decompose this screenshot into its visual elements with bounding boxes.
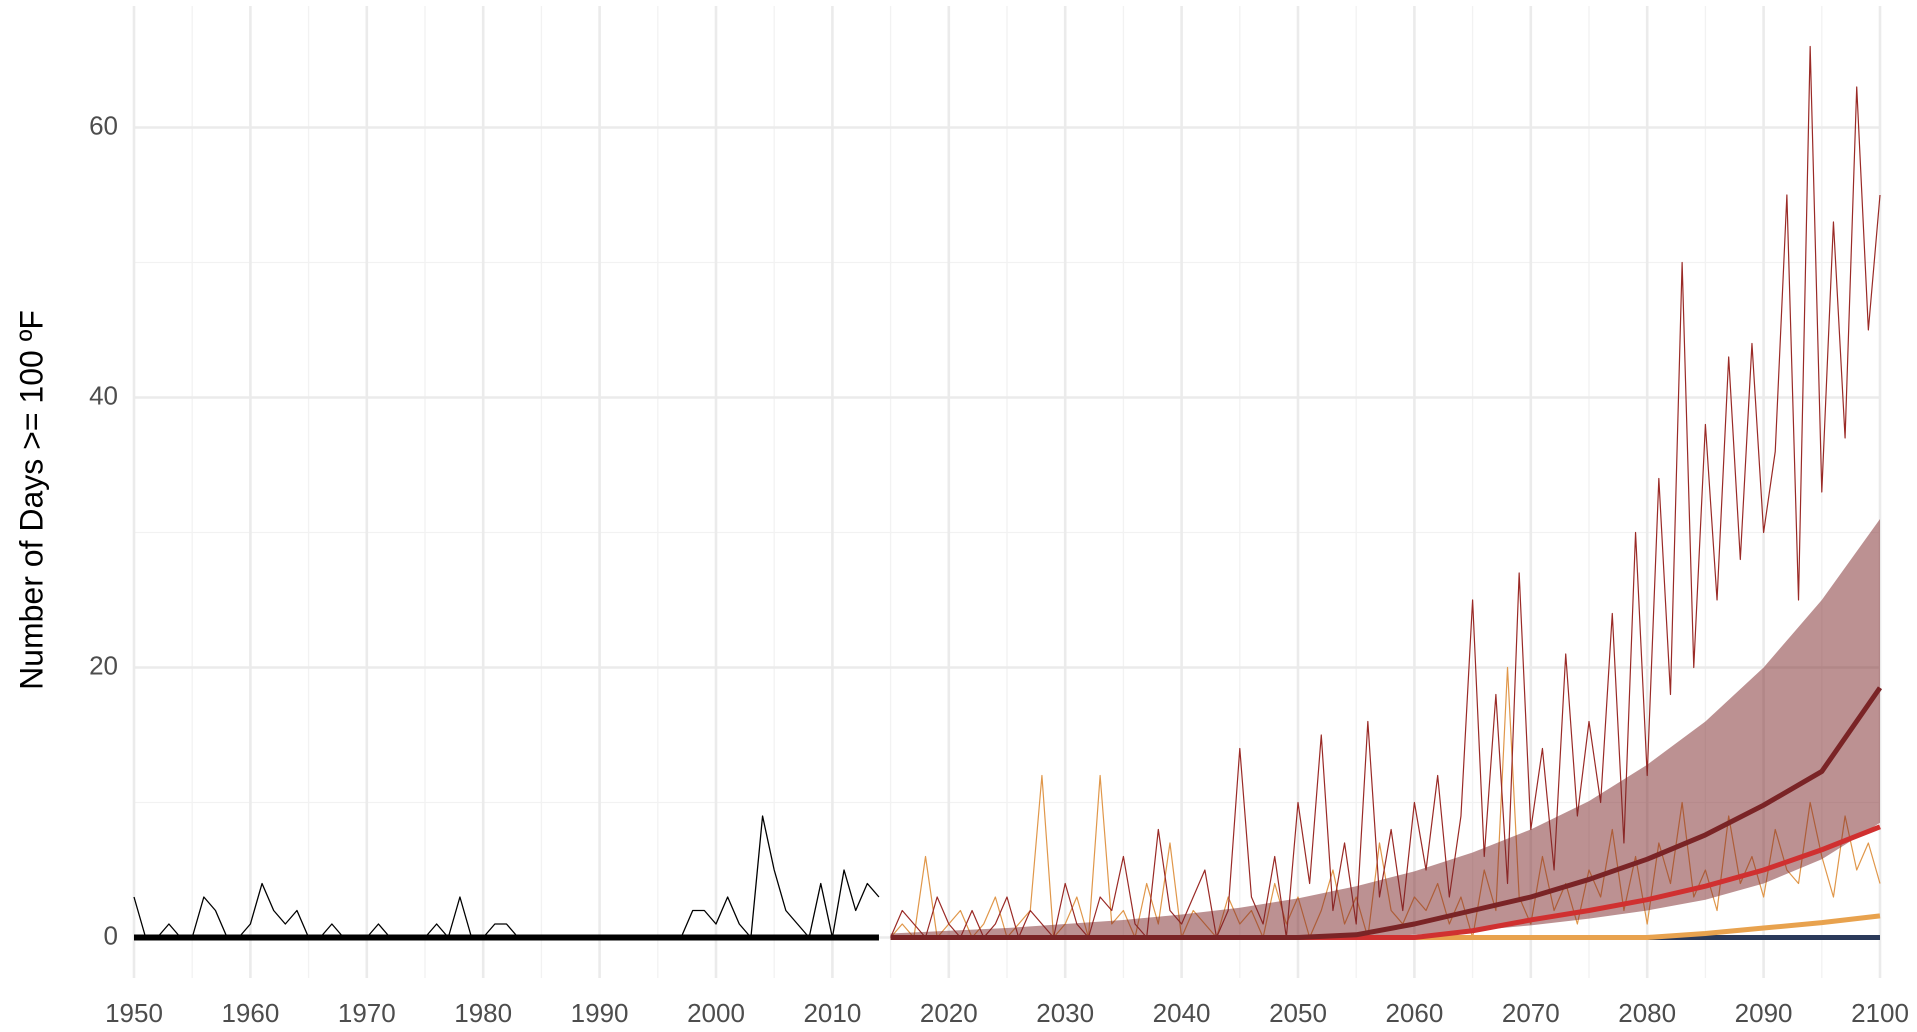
y-tick-label: 60 bbox=[89, 110, 118, 140]
x-tick-label: 1950 bbox=[105, 998, 163, 1028]
x-tick-label: 1970 bbox=[338, 998, 396, 1028]
x-tick-label: 2050 bbox=[1269, 998, 1327, 1028]
x-tick-label: 2040 bbox=[1153, 998, 1211, 1028]
x-tick-label: 2100 bbox=[1851, 998, 1909, 1028]
x-tick-label: 2080 bbox=[1618, 998, 1676, 1028]
y-tick-label: 0 bbox=[104, 920, 118, 950]
x-tick-label: 2000 bbox=[687, 998, 745, 1028]
x-tick-label: 2010 bbox=[803, 998, 861, 1028]
x-tick-label: 1990 bbox=[571, 998, 629, 1028]
x-tick-label: 2020 bbox=[920, 998, 978, 1028]
series-line bbox=[890, 686, 1883, 940]
x-tick-label: 2060 bbox=[1385, 998, 1443, 1028]
x-tick-label: 2070 bbox=[1502, 998, 1560, 1028]
x-tick-label: 2090 bbox=[1735, 998, 1793, 1028]
series-line bbox=[133, 815, 880, 939]
x-tick-label: 1960 bbox=[221, 998, 279, 1028]
y-axis-label: Number of Days >= 100 ºF bbox=[13, 310, 49, 690]
y-tick-label: 40 bbox=[89, 380, 118, 410]
confidence-band bbox=[890, 519, 1880, 938]
y-tick-label: 20 bbox=[89, 650, 118, 680]
x-tick-label: 1980 bbox=[454, 998, 512, 1028]
x-tick-label: 2030 bbox=[1036, 998, 1094, 1028]
